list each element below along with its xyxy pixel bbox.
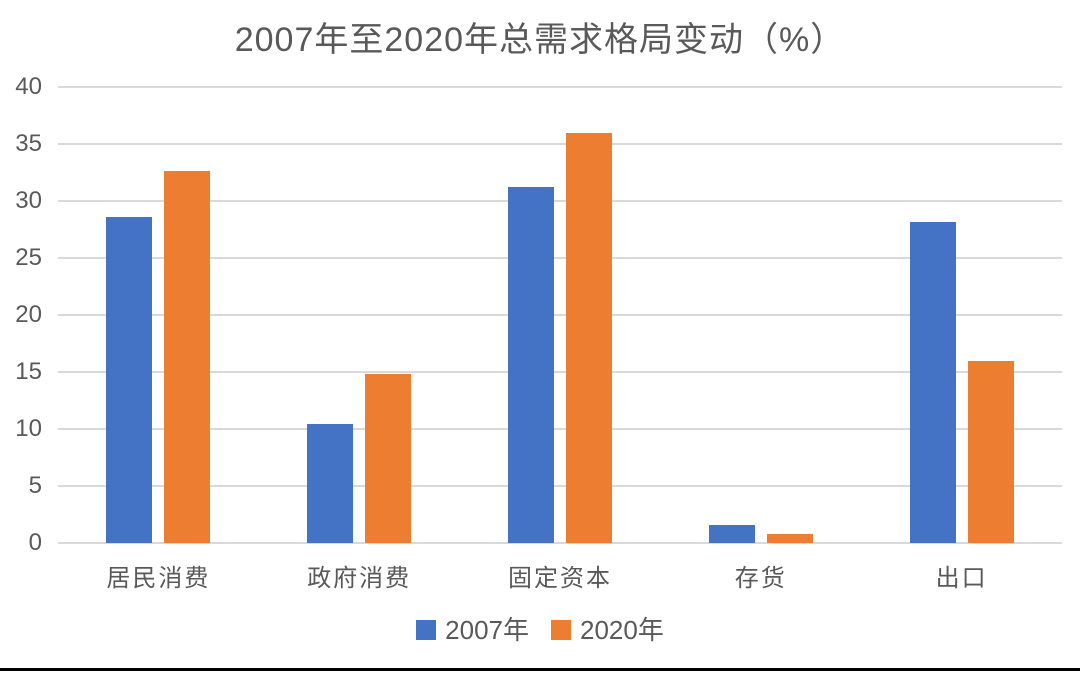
- legend-swatch-icon: [551, 620, 571, 640]
- plot-area: [58, 86, 1062, 544]
- y-tick-label: 30: [15, 187, 42, 214]
- bottom-border-line: [0, 668, 1080, 671]
- gridline: [58, 314, 1062, 316]
- bar-2020年-固定资本: [565, 132, 612, 543]
- bar-group: [861, 87, 1062, 543]
- y-tick-label: 20: [15, 301, 42, 328]
- bar-2007年-存货: [708, 524, 755, 543]
- bar-2007年-出口: [909, 221, 956, 543]
- bar-group: [259, 87, 460, 543]
- y-tick-label: 0: [28, 529, 42, 556]
- x-category-label: 存货: [734, 565, 787, 592]
- legend-swatch-icon: [416, 620, 437, 640]
- bar-2020年-存货: [766, 533, 813, 543]
- y-tick-label: 5: [28, 472, 42, 499]
- legend-item: 2020年: [551, 617, 664, 643]
- bar-2007年-政府消费: [307, 424, 354, 543]
- x-category-label: 出口: [935, 565, 988, 592]
- y-tick-label: 40: [15, 73, 42, 100]
- x-category-label: 居民消费: [106, 565, 211, 592]
- bar-2020年-出口: [967, 360, 1014, 543]
- bar-2007年-居民消费: [106, 216, 153, 543]
- y-tick-label: 10: [15, 415, 42, 442]
- gridline: [58, 371, 1062, 373]
- y-tick-label: 25: [15, 244, 42, 271]
- chart-title: 2007年至2020年总需求格局变动（%）: [234, 21, 846, 59]
- y-tick-label: 35: [15, 130, 42, 157]
- bar-2020年-居民消费: [164, 171, 211, 543]
- legend-label: 2007年: [445, 615, 529, 645]
- x-category-label: 固定资本: [507, 565, 612, 592]
- gridline: [58, 257, 1062, 259]
- gridline: [58, 200, 1062, 202]
- bar-group: [460, 87, 661, 543]
- x-category-label: 政府消费: [307, 565, 412, 592]
- legend-item: 2007年: [416, 617, 529, 643]
- gridline: [58, 86, 1062, 88]
- bar-group: [58, 87, 259, 543]
- x-axis-labels: 居民消费 政府消费 固定资本 存货 出口: [58, 558, 1062, 594]
- gridline: [58, 428, 1062, 430]
- y-axis: 0 5 10 15 20 25 30 35 40: [0, 0, 46, 675]
- gridline: [58, 143, 1062, 145]
- bar-2020年-政府消费: [365, 374, 412, 543]
- gridline: [58, 485, 1062, 487]
- legend-label: 2020年: [580, 615, 664, 645]
- y-tick-label: 15: [15, 358, 42, 385]
- bar-group: [660, 87, 861, 543]
- legend: 2007年 2020年: [0, 617, 1080, 643]
- gridline: [58, 542, 1062, 544]
- bar-2007年-固定资本: [507, 187, 554, 543]
